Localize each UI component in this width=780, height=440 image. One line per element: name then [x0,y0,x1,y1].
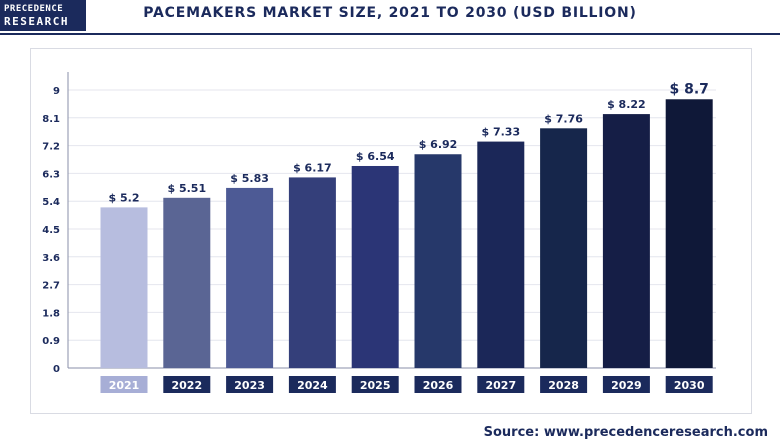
bar [602,114,650,369]
bar [477,141,525,368]
bar [351,165,399,368]
data-label: $ 5.51 [167,182,206,195]
x-category-box [351,376,399,393]
x-category-box [540,376,588,393]
y-tick-label: 1.8 [42,308,60,319]
x-category-box [477,376,525,393]
brand-logo-line1: PRECEDENCE [4,4,64,14]
x-tick-label: 2021 [109,379,140,392]
x-tick-label: 2029 [611,379,642,392]
bar [226,187,274,368]
x-tick-label: 2022 [171,379,202,392]
data-label: $ 6.17 [293,161,332,174]
x-tick-label: 2026 [423,379,454,392]
y-tick-label: 7.2 [42,142,60,153]
x-tick-label: 2025 [360,379,391,392]
data-label: $ 5.83 [230,172,269,185]
bar [100,207,148,368]
data-label: $ 6.54 [356,150,395,163]
bar [288,177,336,368]
x-category-box [163,376,211,393]
y-tick-label: 8.1 [42,114,60,125]
bar [163,197,211,368]
y-tick-label: 2.7 [42,281,60,292]
y-tick-label: 6.3 [42,169,60,180]
source-citation: Source: www.precedenceresearch.com [484,425,768,440]
y-tick-label: 0 [53,364,60,375]
source-prefix: Source: [483,425,544,440]
data-label: $ 8.22 [607,98,646,111]
bar [665,99,713,369]
y-tick-label: 0.9 [42,336,60,347]
source-url[interactable]: www.precedenceresearch.com [543,425,768,440]
x-tick-label: 2028 [548,379,579,392]
brand-logo-line2: RESEARCH [4,15,69,28]
brand-logo: PRECEDENCE RESEARCH [0,0,86,31]
x-category-box [602,376,650,393]
x-tick-label: 2027 [485,379,516,392]
x-category-box [665,376,713,393]
x-tick-label: 2023 [234,379,265,392]
data-label: $ 6.92 [419,138,458,151]
y-tick-label: 4.5 [42,225,60,236]
x-category-box [226,376,274,393]
x-category-box [288,376,336,393]
data-label: $ 7.76 [544,112,583,125]
y-tick-label: 9 [53,86,60,97]
x-tick-label: 2024 [297,379,328,392]
data-label: $ 5.2 [109,191,140,204]
header-divider [0,33,780,35]
data-label: $ 7.33 [481,126,520,139]
bar [540,128,588,368]
bar [414,154,462,368]
x-category-box [414,376,462,393]
x-category-box [100,376,148,393]
y-tick-label: 3.6 [42,253,60,264]
data-label: $ 8.7 [669,81,708,97]
y-tick-label: 5.4 [42,197,60,208]
chart-title: PACEMAKERS MARKET SIZE, 2021 TO 2030 (US… [143,5,637,21]
x-tick-label: 2030 [674,379,705,392]
header-band [0,0,780,33]
